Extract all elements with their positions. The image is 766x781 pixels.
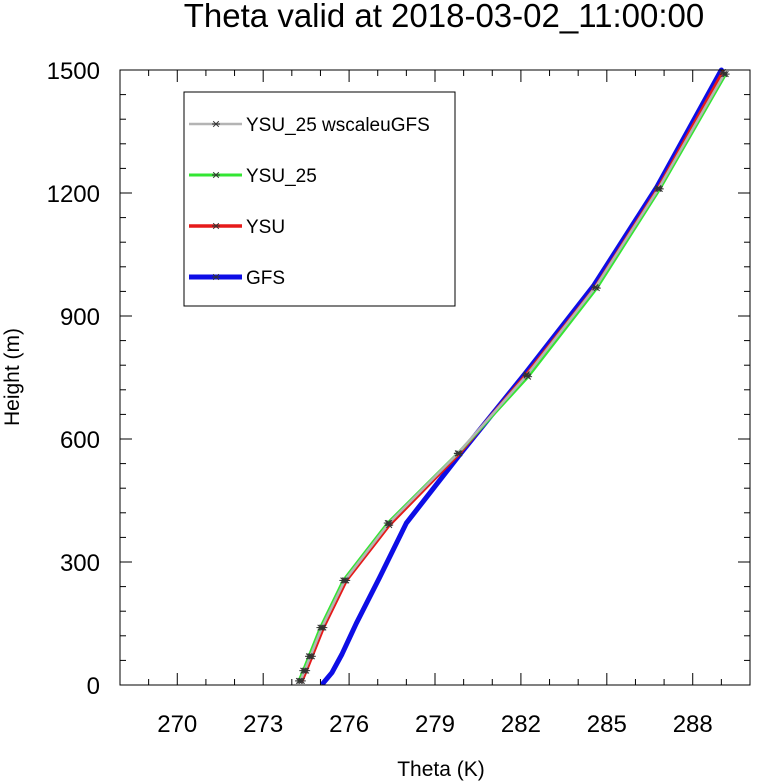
y-tick-label: 1500 xyxy=(47,58,100,85)
x-axis-label: Theta (K) xyxy=(397,758,485,781)
x-tick-label: 270 xyxy=(157,711,197,738)
x-tick-label: 276 xyxy=(329,711,369,738)
axis-ticks xyxy=(119,69,751,686)
x-tick-label: 285 xyxy=(587,711,627,738)
x-tick-label: 288 xyxy=(673,711,713,738)
data-point-marker xyxy=(212,120,220,128)
data-point-marker xyxy=(522,371,531,378)
y-tick-label: 300 xyxy=(60,550,100,577)
data-point-marker xyxy=(342,577,351,584)
plot-frame xyxy=(119,69,751,686)
data-point-marker xyxy=(654,184,663,192)
legend-label: YSU xyxy=(246,217,285,238)
series-line-gfs xyxy=(320,67,724,686)
x-tick-label: 273 xyxy=(243,711,283,738)
x-tick-label: 279 xyxy=(415,711,455,738)
legend-box xyxy=(183,91,456,307)
data-point-marker xyxy=(212,222,220,230)
y-tick-label: 900 xyxy=(60,304,100,331)
data-point-marker xyxy=(385,521,394,529)
legend-label: YSU_25 xyxy=(246,166,317,187)
y-tick-label: 0 xyxy=(87,673,100,700)
data-point-marker xyxy=(319,624,328,631)
legend-label: GFS xyxy=(246,268,285,289)
data-series xyxy=(294,67,730,686)
data-point-marker xyxy=(307,653,316,660)
y-tick-label: 1200 xyxy=(47,181,100,208)
data-point-marker xyxy=(212,171,220,179)
x-tick-label: 282 xyxy=(501,711,541,738)
y-tick-label: 600 xyxy=(60,427,100,454)
data-point-marker xyxy=(297,677,306,685)
data-point-marker xyxy=(591,284,600,291)
data-point-marker xyxy=(212,273,220,281)
data-point-marker xyxy=(455,450,464,457)
data-point-marker xyxy=(302,667,311,674)
legend: YSU_25 wscaleuGFS YSU_25 YSU GFS xyxy=(183,91,456,307)
tick-labels: 270 273 276 279 282 285 288 0 300 600 900 1200 1500 xyxy=(47,58,713,738)
legend-label: YSU_25 wscaleuGFS xyxy=(246,115,430,136)
y-axis-label: Height (m) xyxy=(1,328,24,426)
chart-title: Theta valid at 2018-03-02_11:00:00 xyxy=(184,0,704,34)
